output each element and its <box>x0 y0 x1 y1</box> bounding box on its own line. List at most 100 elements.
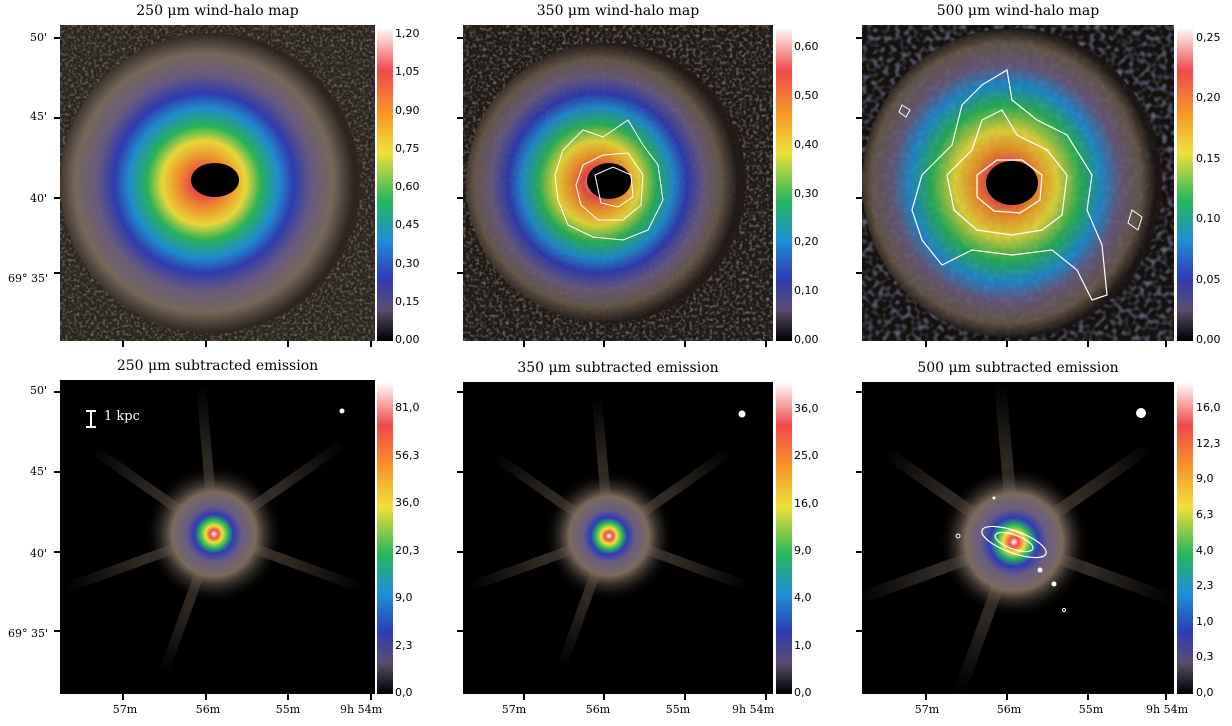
colorbar-tick-label: 36,0 <box>395 496 420 509</box>
colorbar-tick-label: 16,0 <box>1196 401 1221 414</box>
dec-axis-label: 69° 35' <box>8 627 49 640</box>
axis-tick <box>684 341 686 347</box>
axis-tick <box>1006 694 1008 700</box>
colorbar-tick-label: 2,3 <box>395 638 413 652</box>
axis-tick <box>457 471 463 473</box>
axis-tick <box>54 391 60 393</box>
axis-tick <box>1165 694 1167 700</box>
axis-tick <box>287 341 289 347</box>
colorbar-tick-label: 0,25 <box>1196 31 1221 44</box>
axis-tick <box>856 117 862 119</box>
map-500-wind-halo <box>862 25 1174 341</box>
colorbar-tick-label: 9,0 <box>1196 472 1214 486</box>
colorbar-tick-label: 0,30 <box>395 256 420 270</box>
axis-tick <box>457 37 463 39</box>
ra-axis-label: 56m <box>195 703 221 716</box>
ra-axis-label: 57m <box>501 703 527 716</box>
colorbar-tick-label: 0,05 <box>1196 272 1221 286</box>
ra-axis-label: 57m <box>914 703 940 716</box>
axis-tick <box>1087 694 1089 700</box>
axis-tick <box>122 341 124 347</box>
colorbar-tick-label: 0,0 <box>794 686 812 699</box>
axis-tick <box>457 630 463 632</box>
axis-tick <box>856 471 862 473</box>
axis-tick <box>603 341 605 347</box>
scale-bar-label: 1 kpc <box>104 409 140 424</box>
axis-tick <box>856 391 862 393</box>
axis-tick <box>205 694 207 700</box>
dec-axis-label: 69° 35' <box>8 272 49 285</box>
colorbar-tick-label: 4,0 <box>794 591 812 605</box>
dec-axis-label: 40' <box>30 547 48 560</box>
colorbar-tick-label: 0,90 <box>395 103 420 117</box>
axis-tick <box>765 341 767 347</box>
axis-tick <box>205 341 207 347</box>
colorbar-tick-label: 2,3 <box>1196 579 1214 593</box>
dec-axis-label: 50' <box>30 31 48 44</box>
axis-tick <box>370 341 372 347</box>
colorbar-tick-label: 0,20 <box>794 235 819 249</box>
map-350-wind-halo <box>463 25 773 341</box>
axis-tick <box>856 551 862 553</box>
dec-axis-label: 45' <box>30 110 48 123</box>
dec-axis-label: 40' <box>30 192 48 205</box>
colorbar-tick-label: 6,3 <box>1196 507 1214 521</box>
colorbar-tick-label: 20,3 <box>395 543 420 557</box>
axis-tick <box>54 117 60 119</box>
axis-tick <box>684 694 686 700</box>
axis-tick <box>925 694 927 700</box>
ra-axis-label: 9h 54m <box>732 703 775 716</box>
axis-tick <box>603 694 605 700</box>
ra-axis-label: 55m <box>275 703 301 716</box>
colorbar-tick-label: 56,3 <box>395 448 420 462</box>
axis-tick <box>523 341 525 347</box>
axis-tick <box>457 272 463 274</box>
colorbar-tick-label: 0,00 <box>1196 333 1221 346</box>
dec-axis-label: 45' <box>30 465 48 478</box>
panel-title-350-halo: 350 μm wind-halo map <box>536 3 700 19</box>
axis-tick <box>54 630 60 632</box>
colorbar-tick-label: 0,3 <box>1196 650 1214 664</box>
map-500-subtracted <box>862 382 1174 694</box>
axis-tick <box>856 272 862 274</box>
colorbar-tick-label: 0,00 <box>395 333 420 346</box>
colorbar-tick-label: 4,0 <box>1196 543 1214 557</box>
colorbar-tick-label: 0,0 <box>395 686 413 699</box>
colorbar-tick-label: 0,60 <box>395 180 420 193</box>
colorbar-tick-label: 9,0 <box>395 591 413 604</box>
dec-axis-label: 50' <box>30 384 48 397</box>
colorbar-tick-label: 0,10 <box>794 284 819 298</box>
colorbar-tick-label: 36,0 <box>794 402 819 415</box>
axis-tick <box>1006 341 1008 347</box>
colorbar-250-halo <box>377 27 393 341</box>
axis-tick <box>1165 341 1167 347</box>
colorbar-tick-label: 9,0 <box>794 544 812 557</box>
colorbar-tick-label: 16,0 <box>794 496 819 510</box>
colorbar-350-halo <box>776 27 792 341</box>
axis-tick <box>122 694 124 700</box>
colorbar-250-subtracted <box>377 382 393 694</box>
axis-tick <box>925 341 927 347</box>
axis-tick <box>457 117 463 119</box>
colorbar-tick-label: 1,0 <box>1196 614 1214 628</box>
colorbar-500-subtracted <box>1177 382 1193 694</box>
colorbar-tick-label: 0,0 <box>1196 686 1214 699</box>
colorbar-500-halo <box>1177 27 1193 341</box>
colorbar-tick-label: 12,3 <box>1196 436 1221 450</box>
colorbar-tick-label: 0,10 <box>1196 212 1221 226</box>
axis-tick <box>457 391 463 393</box>
ra-axis-label: 9h 54m <box>340 703 383 716</box>
colorbar-tick-label: 25,0 <box>794 449 819 463</box>
map-350-subtracted <box>463 382 773 694</box>
axis-tick <box>523 694 525 700</box>
panel-title-500-subtracted: 500 μm subtracted emission <box>917 360 1119 376</box>
colorbar-tick-label: 0,15 <box>1196 151 1221 165</box>
axis-tick <box>856 197 862 199</box>
colorbar-tick-label: 0,45 <box>395 218 420 232</box>
colorbar-350-subtracted <box>776 382 792 694</box>
axis-tick <box>856 37 862 39</box>
colorbar-tick-label: 1,20 <box>395 27 420 40</box>
colorbar-tick-label: 0,50 <box>794 88 819 102</box>
axis-tick <box>765 694 767 700</box>
colorbar-tick-label: 0,20 <box>1196 91 1221 105</box>
